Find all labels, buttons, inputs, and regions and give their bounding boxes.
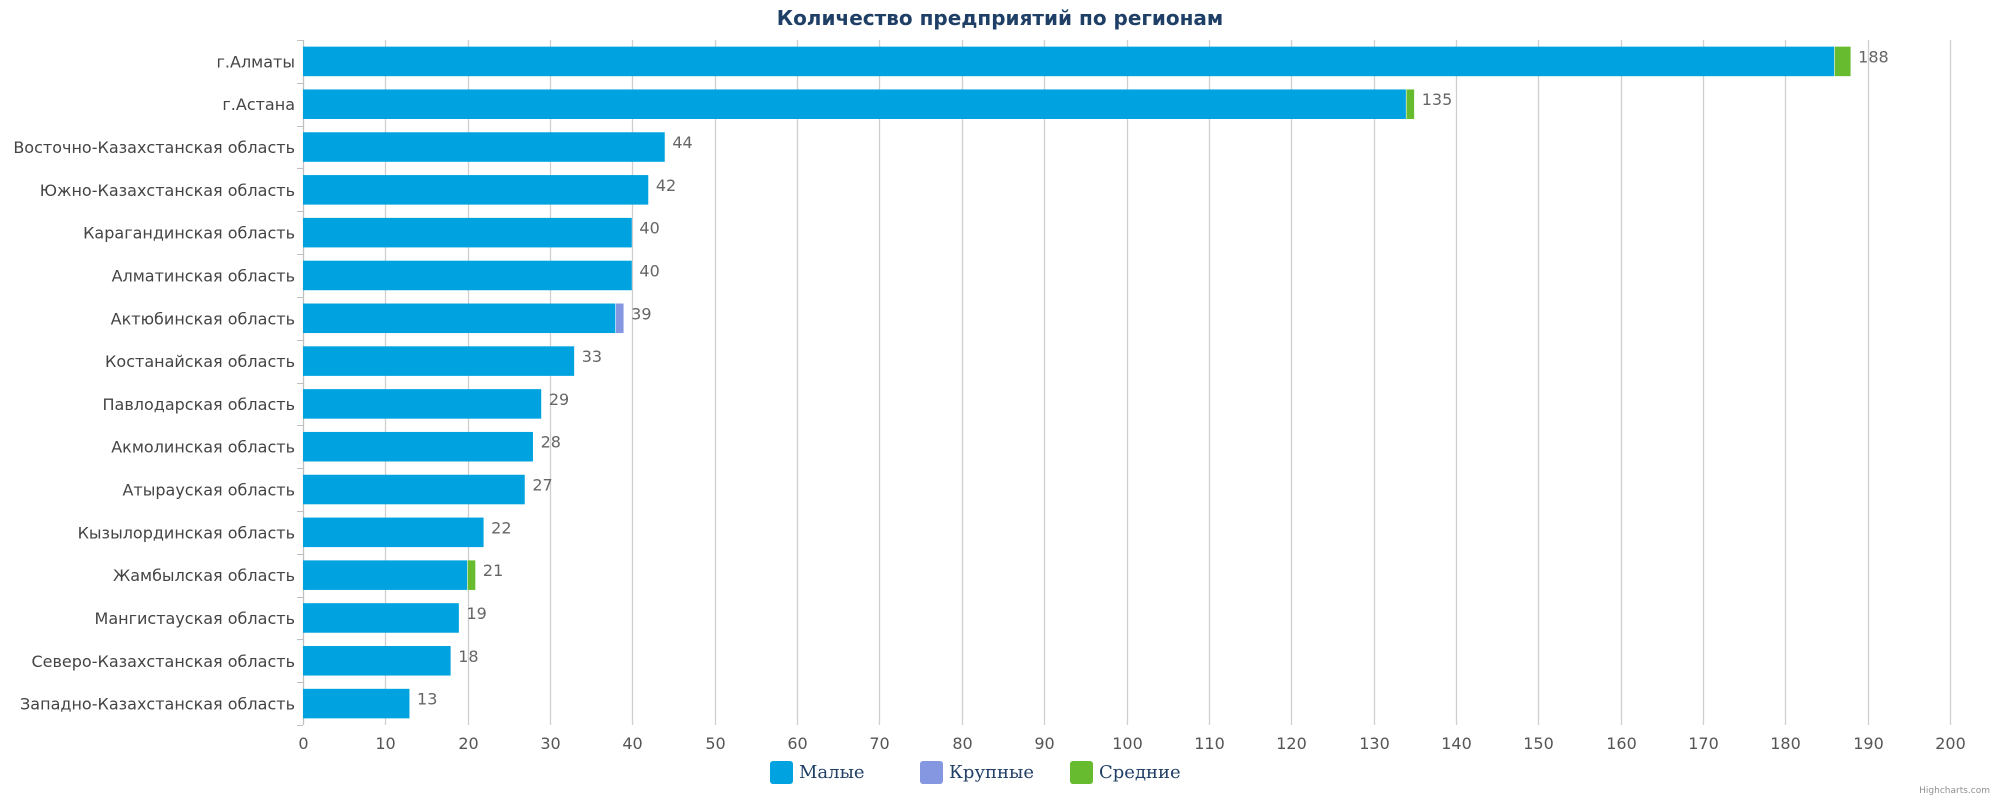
bar-segment bbox=[303, 646, 451, 676]
bar-segment bbox=[1406, 89, 1415, 119]
x-tick-label: 50 bbox=[705, 734, 725, 753]
x-tick-label: 60 bbox=[787, 734, 807, 753]
data-label: 188 bbox=[1858, 47, 1889, 66]
data-label: 135 bbox=[1422, 90, 1453, 109]
y-tick-label: Актюбинская область bbox=[111, 309, 295, 328]
y-tick-label: Акмолинская область bbox=[111, 438, 295, 457]
y-tick-label: Карагандинская область bbox=[83, 224, 295, 243]
data-label: 19 bbox=[466, 604, 486, 623]
x-tick-label: 200 bbox=[1935, 734, 1966, 753]
x-tick-label: 110 bbox=[1194, 734, 1225, 753]
x-tick-label: 100 bbox=[1112, 734, 1143, 753]
bar-segment bbox=[303, 260, 632, 291]
bar-segment bbox=[303, 217, 632, 248]
data-label: 33 bbox=[582, 347, 602, 366]
bar-segment bbox=[303, 474, 525, 505]
data-label: 40 bbox=[639, 261, 659, 280]
y-tick-label: Восточно-Казахстанская область bbox=[13, 138, 295, 157]
x-tick-label: 40 bbox=[622, 734, 642, 753]
x-tick-label: 160 bbox=[1606, 734, 1637, 753]
bar-segment bbox=[303, 603, 459, 633]
x-tick-label: 120 bbox=[1276, 734, 1307, 753]
y-tick-label: Южно-Казахстанская область bbox=[40, 181, 295, 200]
data-label: 42 bbox=[656, 176, 676, 195]
x-tick-label: 190 bbox=[1853, 734, 1884, 753]
bar-segment bbox=[303, 132, 665, 162]
y-tick-label: Западно-Казахстанская область bbox=[20, 695, 295, 714]
x-tick-label: 30 bbox=[540, 734, 560, 753]
bar-segment bbox=[303, 389, 542, 419]
x-tick-label: 170 bbox=[1688, 734, 1719, 753]
data-label: 27 bbox=[532, 476, 552, 495]
data-label: 44 bbox=[672, 133, 692, 152]
x-tick-label: 0 bbox=[298, 734, 308, 753]
y-tick-label: Павлодарская область bbox=[102, 395, 295, 414]
data-label: 39 bbox=[631, 304, 651, 323]
chart-title: Количество предприятий по регионам bbox=[776, 6, 1224, 30]
x-tick-label: 90 bbox=[1034, 734, 1054, 753]
x-tick-label: 130 bbox=[1359, 734, 1390, 753]
data-label: 40 bbox=[639, 219, 659, 238]
y-tick-label: Костанайская область bbox=[105, 352, 295, 371]
data-label: 28 bbox=[541, 433, 561, 452]
bar-segment bbox=[467, 560, 476, 590]
bar-segment bbox=[303, 560, 468, 590]
bar-segment bbox=[303, 431, 533, 462]
legend-item[interactable]: Крупные bbox=[920, 757, 1034, 787]
x-tick-label: 10 bbox=[375, 734, 395, 753]
x-tick-label: 150 bbox=[1523, 734, 1554, 753]
legend-label: Крупные bbox=[949, 761, 1035, 783]
legend: Малые Крупные Средние bbox=[0, 757, 2000, 787]
legend-item[interactable]: Малые bbox=[770, 757, 865, 787]
y-tick-label: Мангистауская область bbox=[95, 609, 295, 628]
bar-segment bbox=[303, 89, 1406, 119]
legend-label: Средние bbox=[1099, 761, 1181, 783]
y-tick-label: Северо-Казахстанская область bbox=[31, 652, 295, 671]
x-tick-label: 80 bbox=[952, 734, 972, 753]
data-label: 21 bbox=[483, 561, 503, 580]
bar-segment bbox=[303, 46, 1835, 77]
legend-item[interactable]: Средние bbox=[1070, 757, 1181, 787]
bar-segment bbox=[615, 303, 624, 334]
credits-link[interactable]: Highcharts.com bbox=[1919, 786, 1990, 796]
x-tick-label: 180 bbox=[1770, 734, 1801, 753]
bar-segment bbox=[303, 346, 575, 376]
y-tick-label: г.Астана bbox=[222, 95, 295, 114]
y-tick-label: Жамбылская область bbox=[113, 566, 295, 585]
bar-segment bbox=[1834, 46, 1851, 77]
legend-label: Малые bbox=[799, 761, 865, 783]
legend-swatch bbox=[920, 760, 943, 784]
x-tick-label: 140 bbox=[1441, 734, 1472, 753]
legend-swatch bbox=[1070, 760, 1093, 784]
data-label: 29 bbox=[549, 390, 569, 409]
y-tick-label: Атырауская область bbox=[122, 481, 295, 500]
data-label: 13 bbox=[417, 690, 437, 709]
legend-swatch bbox=[770, 760, 793, 784]
data-label: 18 bbox=[458, 647, 478, 666]
y-tick-label: г.Алматы bbox=[217, 52, 296, 71]
bar-segment bbox=[303, 303, 616, 334]
data-label: 22 bbox=[491, 518, 511, 537]
x-tick-label: 20 bbox=[458, 734, 478, 753]
y-tick-label: Алматинская область bbox=[112, 266, 295, 285]
x-tick-label: 70 bbox=[869, 734, 889, 753]
y-tick-label: Кызылординская область bbox=[78, 523, 295, 542]
bar-segment bbox=[303, 688, 410, 719]
bar-segment bbox=[303, 517, 484, 548]
bar-segment bbox=[303, 175, 649, 205]
